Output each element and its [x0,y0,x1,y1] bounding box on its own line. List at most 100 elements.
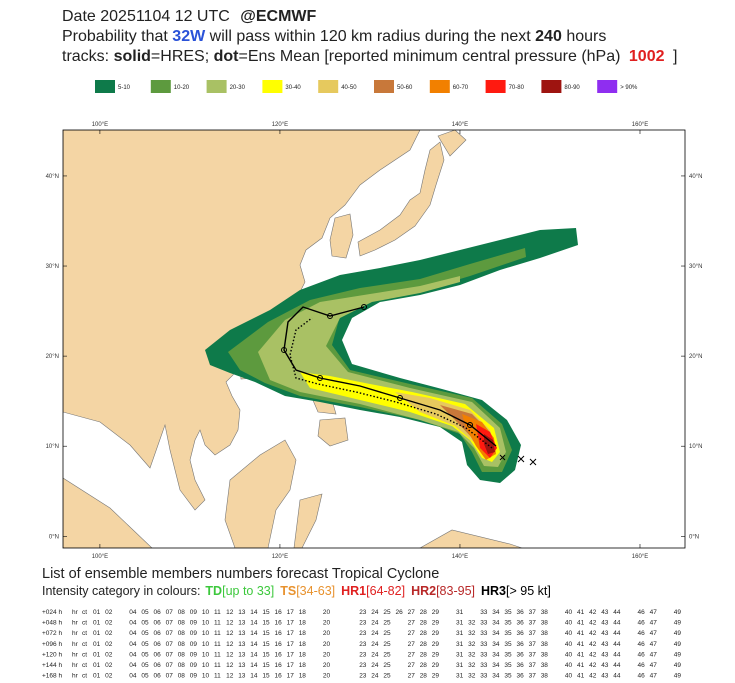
member-number: 16 [275,641,283,648]
member-number: ct [82,662,87,669]
member-number: 06 [154,673,162,680]
member-number: 20 [323,609,331,616]
member-number: 46 [638,630,646,637]
member-number: 27 [408,662,416,669]
legend-swatch [374,80,394,93]
member-number: 33 [480,641,488,648]
member-number: 18 [299,630,307,637]
member-number: 15 [262,641,270,648]
member-number: 10 [202,662,210,669]
member-number: 05 [141,620,149,627]
member-number: 42 [589,620,597,627]
member-number: 34 [492,630,500,637]
member-number: 12 [226,630,234,637]
member-number: 33 [480,662,488,669]
x-tick-label: 160°E [632,554,648,560]
member-number: 10 [202,673,210,680]
member-number: 40 [565,641,573,648]
member-number: 12 [226,673,234,680]
member-number: 23 [359,651,367,658]
member-number: 17 [287,641,295,648]
member-number: 49 [674,641,682,648]
sumatra [63,477,153,548]
member-number: 35 [504,662,512,669]
member-number: 46 [638,641,646,648]
date: Date 20251104 12 UTC [62,8,230,25]
member-number: 07 [166,641,174,648]
member-number: 05 [141,651,149,658]
text: ] [673,48,677,65]
member-number: 12 [226,620,234,627]
member-number: 16 [275,651,283,658]
member-number: 47 [650,662,658,669]
y-tick-label: 20°N [46,354,59,360]
member-number: 37 [529,630,537,637]
member-number: 08 [178,651,186,658]
member-number: 44 [613,620,621,627]
member-number: 15 [262,609,270,616]
member-number: 01 [93,609,101,616]
japan [357,141,445,257]
text: hours [566,28,606,45]
member-number: 16 [275,630,283,637]
legend-label: 40-50 [341,85,357,91]
member-number: hr [72,630,79,637]
member-number: 29 [432,641,440,648]
member-number: 07 [166,662,174,669]
ens-mean-track [289,317,493,449]
hokkaido [437,130,467,157]
member-number: 46 [638,609,646,616]
member-number: 04 [129,630,137,637]
y-tick-label: 10°N [689,444,702,450]
category-code: TD [205,584,222,598]
member-number: 28 [420,662,428,669]
x-tick-label: 140°E [452,554,468,560]
member-number: 02 [105,630,113,637]
category-code: HR1 [341,584,366,598]
category-range: [> 95 kt] [506,584,551,598]
member-number: 05 [141,673,149,680]
member-number: 18 [299,641,307,648]
member-number: 01 [93,662,101,669]
member-number: 34 [492,620,500,627]
member-number: 29 [432,620,440,627]
member-number: 07 [166,620,174,627]
lead-time: +072 h [42,630,62,637]
member-number: 06 [154,630,162,637]
member-number: 17 [287,673,295,680]
member-number: 23 [359,662,367,669]
legend-label: 60-70 [453,85,469,91]
member-number: 33 [480,620,488,627]
member-number: 11 [214,651,221,658]
member-number: 12 [226,651,234,658]
member-number: 46 [638,673,646,680]
x-tick-label: 140°E [452,122,468,128]
member-number: 31 [456,673,464,680]
member-number: 24 [371,630,379,637]
member-number: 32 [468,651,476,658]
member-number: 08 [178,673,186,680]
member-number: 23 [359,630,367,637]
lead-time: +144 h [42,662,62,669]
member-number: 18 [299,620,307,627]
member-number: 24 [371,641,379,648]
member-number: 17 [287,651,295,658]
member-number: 40 [565,673,573,680]
x-tick-label: 100°E [92,122,108,128]
member-number: 20 [323,620,331,627]
member-number: 32 [468,630,476,637]
member-number: 12 [226,609,234,616]
text: solid [114,48,151,65]
legend-label: 5-10 [118,85,131,91]
member-number: 31 [456,620,464,627]
member-number: 20 [323,630,331,637]
member-number: 25 [383,609,391,616]
member-number: 11 [214,620,221,627]
text: =HRES; [151,48,209,65]
member-number: 18 [299,651,307,658]
member-number: 24 [371,609,379,616]
member-number: 05 [141,630,149,637]
y-tick-label: 40°N [46,174,59,180]
y-tick-label: 10°N [46,444,59,450]
category-range: [34-63] [296,584,335,598]
